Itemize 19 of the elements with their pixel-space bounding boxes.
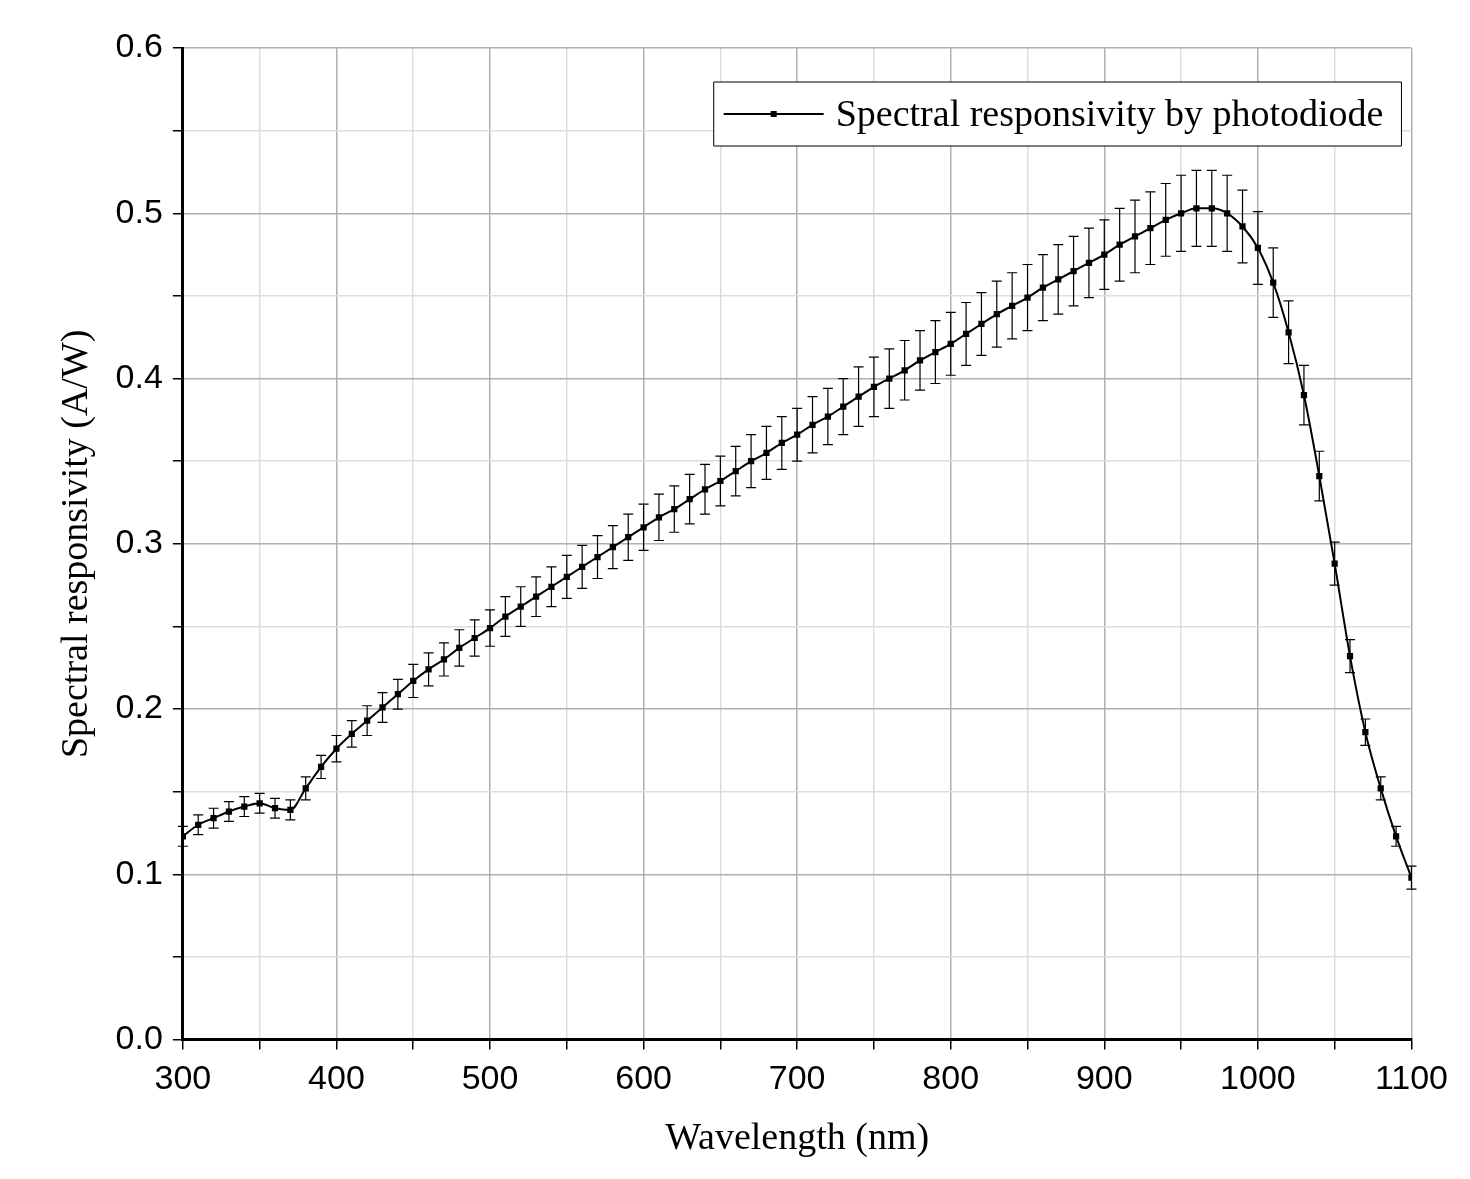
x-tick-label: 800 xyxy=(922,1058,980,1097)
x-tick-label: 700 xyxy=(768,1058,826,1097)
x-tick-label: 500 xyxy=(461,1058,519,1097)
y-tick-label: 0.6 xyxy=(115,26,163,65)
y-tick-label: 0.4 xyxy=(115,356,163,395)
x-tick-label: 300 xyxy=(154,1058,212,1097)
y-tick-label: 0.1 xyxy=(115,852,163,891)
x-axis-title: Wavelength (nm) xyxy=(665,1115,930,1159)
x-tick-label: 400 xyxy=(308,1058,365,1097)
y-axis-title: Spectral responsivity (A/W) xyxy=(52,329,96,759)
x-tick-label: 1000 xyxy=(1220,1058,1296,1097)
y-tick-label: 0.2 xyxy=(115,687,163,726)
x-tick-label: 600 xyxy=(615,1058,672,1097)
y-tick-label: 0.5 xyxy=(115,191,163,230)
legend-label: Spectral responsivity by photodiode xyxy=(835,91,1384,134)
x-tick-label: 900 xyxy=(1075,1058,1133,1097)
y-tick-label: 0.3 xyxy=(115,522,163,561)
y-tick-label: 0.0 xyxy=(115,1017,163,1056)
x-tick-label: 1100 xyxy=(1374,1058,1449,1097)
